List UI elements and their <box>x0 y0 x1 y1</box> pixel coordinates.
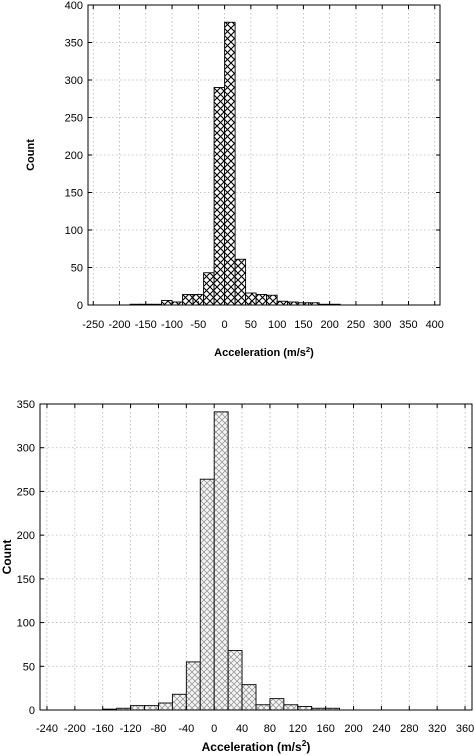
histogram-bar <box>130 705 145 711</box>
x-tick-label: 0 <box>211 723 217 735</box>
histogram-bar <box>182 294 194 306</box>
histogram-bar <box>185 661 201 711</box>
x-axis-title: Acceleration (m/s2) <box>214 345 314 360</box>
histogram-bar <box>144 705 159 711</box>
x-tick-label: -250 <box>82 319 104 331</box>
histogram-bar <box>241 684 257 711</box>
histogram-bar <box>227 650 243 711</box>
histogram-bar <box>234 258 247 306</box>
y-tick-label: 50 <box>23 661 35 673</box>
y-tick-label: 200 <box>65 150 83 162</box>
x-tick-label: -200 <box>109 319 131 331</box>
x-tick-label: 350 <box>399 319 417 331</box>
x-tick-label: 80 <box>264 723 276 735</box>
y-tick-label: 50 <box>71 263 83 275</box>
y-tick-label: 150 <box>17 574 35 586</box>
y-tick-label: 0 <box>77 300 83 312</box>
histogram-top: 0 50 100 150 200 250 300 350 400 -250 -200 -150 -100… <box>25 0 444 359</box>
x-tick-label: 160 <box>316 723 334 735</box>
histogram-bar <box>297 706 313 711</box>
histogram-bar <box>213 411 229 711</box>
histogram-bar <box>203 272 215 306</box>
x-tick-label: -50 <box>190 319 206 331</box>
histogram-bar <box>199 478 215 711</box>
x-tick-label: 300 <box>373 319 391 331</box>
x-tick-label: -150 <box>135 319 157 331</box>
y-tick-label: 250 <box>65 113 83 125</box>
y-axis-title: Count <box>25 139 37 171</box>
x-tick-label: -80 <box>150 723 166 735</box>
y-tick-label: 400 <box>65 0 83 12</box>
histogram-bar <box>266 294 278 306</box>
x-tick-label: 0 <box>222 319 228 331</box>
x-axis-title: Acceleration (m/s2) <box>202 738 311 754</box>
y-tick-label: 100 <box>17 618 35 630</box>
histogram-bar <box>255 294 268 306</box>
x-tick-label: -40 <box>178 723 194 735</box>
x-tick-label: -120 <box>120 723 142 735</box>
x-tick-label: 50 <box>245 319 257 331</box>
x-tick-label: 200 <box>344 723 362 735</box>
x-tick-label: 240 <box>372 723 390 735</box>
histogram-bar <box>161 300 173 306</box>
y-tick-label: 300 <box>65 75 83 87</box>
y-tick-label: 200 <box>17 530 35 542</box>
histogram-bar <box>276 300 289 306</box>
x-tick-label: 320 <box>428 723 446 735</box>
histogram-bar <box>171 693 187 711</box>
y-tick-label: 350 <box>17 399 35 411</box>
x-tick-label: 400 <box>426 319 444 331</box>
histogram-bar <box>158 702 173 711</box>
x-tick-label: 360 <box>456 723 474 735</box>
x-tick-label: -160 <box>92 723 114 735</box>
histogram-bottom: 0 50 100 150 200 250 300 350 -240 -200 -160 -120 -80… <box>0 399 474 754</box>
plot-frame <box>39 403 473 711</box>
x-tick-label: 150 <box>294 319 312 331</box>
y-tick-label: 100 <box>65 225 83 237</box>
histogram-bar <box>269 698 285 711</box>
x-tick-label: 40 <box>236 723 248 735</box>
y-axis-title: Count <box>0 540 14 575</box>
histogram-bar <box>255 704 271 711</box>
y-tick-label: 300 <box>17 443 35 455</box>
x-tick-label: 100 <box>268 319 286 331</box>
x-tick-label: -240 <box>36 723 58 735</box>
y-tick-label: 250 <box>17 486 35 498</box>
y-tick-label: 350 <box>65 38 83 50</box>
x-tick-label: 120 <box>289 723 307 735</box>
x-tick-label: 250 <box>347 319 365 331</box>
x-tick-label: -100 <box>161 319 183 331</box>
y-tick-label: 0 <box>29 705 35 717</box>
x-tick-label: -200 <box>64 723 86 735</box>
histogram-bar <box>224 21 236 306</box>
histogram-bar <box>283 704 299 711</box>
histogram-bar <box>213 87 226 306</box>
x-tick-label: 280 <box>400 723 418 735</box>
y-tick-label: 150 <box>65 188 83 200</box>
x-tick-label: 200 <box>320 319 338 331</box>
